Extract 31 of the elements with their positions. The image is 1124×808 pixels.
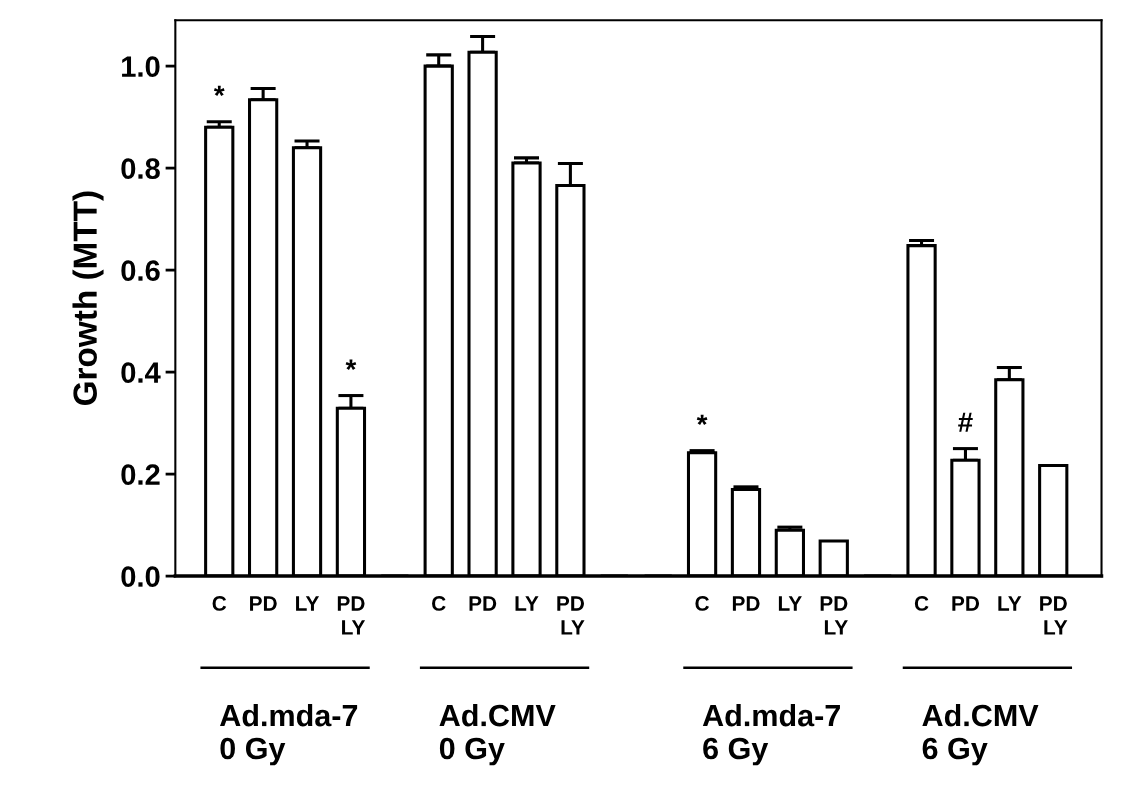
text: Ad.mda-7 0 Gy <box>220 703 358 766</box>
y-tick-label: 0.4 <box>121 362 161 383</box>
x-tick-label: PD LY <box>337 596 366 635</box>
x-tick-label: PD LY <box>820 596 848 635</box>
text: Ad.CMV 6 Gy <box>922 703 1039 766</box>
x-tick-label: PD <box>732 596 760 611</box>
x-tick-label: PD LY <box>557 596 585 635</box>
data-label: * <box>696 414 708 425</box>
text: Ad.CMV 0 Gy <box>439 703 556 766</box>
x-tick-label: C <box>432 596 446 611</box>
x-tick-label: C <box>914 596 929 611</box>
x-tick-label: C <box>695 596 710 611</box>
data-label: * <box>345 359 357 370</box>
data-label: # <box>958 412 973 432</box>
x-tick-label: PD <box>469 596 497 611</box>
x-tick-label: PD <box>952 596 980 611</box>
x-tick-label: LY <box>296 596 320 611</box>
x-tick-label: PD <box>250 596 277 611</box>
y-tick-label: 0.6 <box>121 260 160 281</box>
data-label: * <box>213 85 225 97</box>
y-tick-label: 0.0 <box>121 566 160 587</box>
y-axis-title: Growth (MTT) <box>72 191 104 406</box>
y-tick-label: 0.2 <box>121 464 160 485</box>
x-tick-label: LY <box>778 596 802 611</box>
y-tick-label: 1.0 <box>122 56 160 77</box>
x-tick-label: PD LY <box>1040 596 1068 635</box>
x-tick-label: LY <box>515 596 539 611</box>
x-tick-label: LY <box>998 596 1022 611</box>
y-tick-label: 0.8 <box>121 158 160 179</box>
x-tick-label: C <box>212 596 227 611</box>
text: Ad.mda-7 6 Gy <box>702 703 840 766</box>
